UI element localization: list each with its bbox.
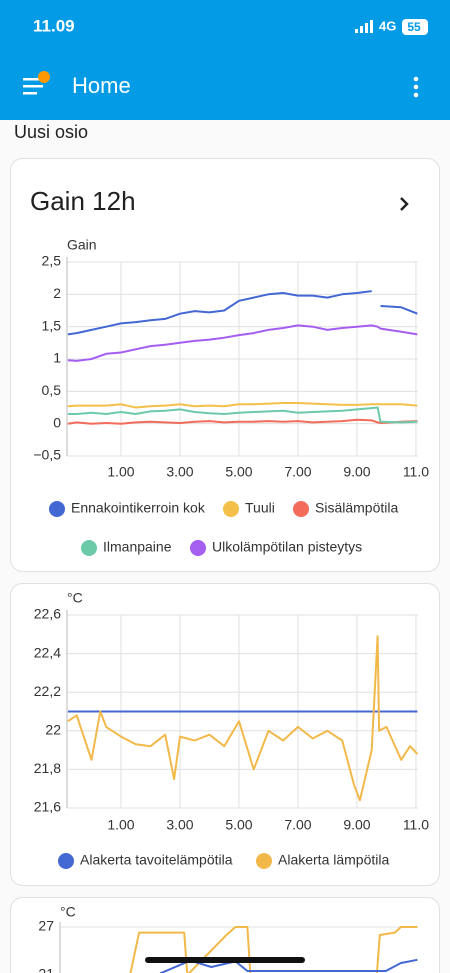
x-tick-label: 1.00 (107, 464, 134, 480)
series-line (67, 324, 418, 362)
header-bg (0, 0, 450, 120)
y-tick-label: 1 (53, 350, 61, 366)
legend-label: Alakerta lämpötila (278, 852, 389, 868)
legend-dot (49, 501, 65, 517)
y-tick-label: 2,5 (42, 253, 62, 269)
legend-label: Sisälämpötila (315, 500, 398, 516)
y-tick-label: −0,5 (33, 447, 61, 463)
menu-button[interactable] (23, 71, 50, 95)
legend-label: Ilmanpaine (103, 539, 172, 555)
x-tick-label: 7.00 (284, 817, 311, 833)
y-axis-label: °C (60, 904, 76, 920)
y-tick-label: 2 (53, 285, 61, 301)
legend-label: Ulkolämpötilan pisteytys (212, 539, 362, 555)
home-indicator (145, 957, 305, 963)
y-axis-label: °C (67, 590, 83, 606)
chevron[interactable] (400, 197, 409, 211)
series-line (67, 406, 418, 424)
x-tick-label: 9.00 (343, 464, 370, 480)
overflow-menu[interactable] (413, 76, 419, 98)
y-tick-label: 22,6 (34, 606, 61, 622)
y-tick-label: 21 (38, 966, 54, 973)
x-tick-label: 7.00 (284, 464, 311, 480)
signal-icon (355, 20, 373, 33)
x-tick-label: 5.00 (225, 817, 252, 833)
battery-icon (402, 19, 428, 35)
series-line (67, 418, 418, 425)
card-title[interactable]: Gain 12h (30, 186, 136, 216)
legend-label: Ennakointikerroin kok (71, 500, 206, 516)
legend-dot (58, 853, 74, 869)
x-tick-label: 11.0 (403, 817, 429, 833)
x-tick-label: 3.00 (166, 817, 193, 833)
y-tick-label: 22,4 (34, 644, 61, 660)
y-tick-label: 1,5 (42, 317, 62, 333)
legend-dot (190, 540, 206, 556)
legend-label: Alakerta tavoitelämpötila (80, 852, 233, 868)
x-tick-label: 9.00 (343, 817, 370, 833)
clock: 11.09 (33, 16, 75, 35)
series-line (67, 402, 418, 409)
legend-dot (293, 501, 309, 517)
card (10, 583, 440, 886)
y-tick-label: 0 (53, 414, 61, 430)
app-title: Home (72, 73, 131, 98)
section-title: Uusi osio (14, 122, 88, 142)
y-axis-label: Gain (67, 237, 97, 253)
series-line (67, 290, 418, 336)
legend-dot (81, 540, 97, 556)
y-tick-label: 27 (38, 918, 54, 934)
legend-dot (223, 501, 239, 517)
series-line (67, 635, 419, 802)
battery-level: 55 (407, 20, 421, 34)
y-tick-label: 21,6 (34, 799, 61, 815)
legend-dot (256, 853, 272, 869)
y-tick-label: 21,8 (34, 760, 61, 776)
x-tick-label: 11.0 (403, 464, 429, 480)
y-tick-label: 0,5 (42, 382, 62, 398)
series-line (129, 926, 418, 973)
x-tick-label: 1.00 (107, 817, 134, 833)
x-tick-label: 3.00 (166, 464, 193, 480)
legend-label: Tuuli (245, 500, 275, 516)
network: 4G (379, 18, 396, 33)
y-tick-label: 22 (45, 722, 61, 738)
x-tick-label: 5.00 (225, 464, 252, 480)
y-tick-label: 22,2 (34, 683, 61, 699)
charts: Gain −0,5 0 0,5 1 1,5 2 2,5 1.00 3.00 5.00 7.00 9.00… (33, 237, 429, 973)
